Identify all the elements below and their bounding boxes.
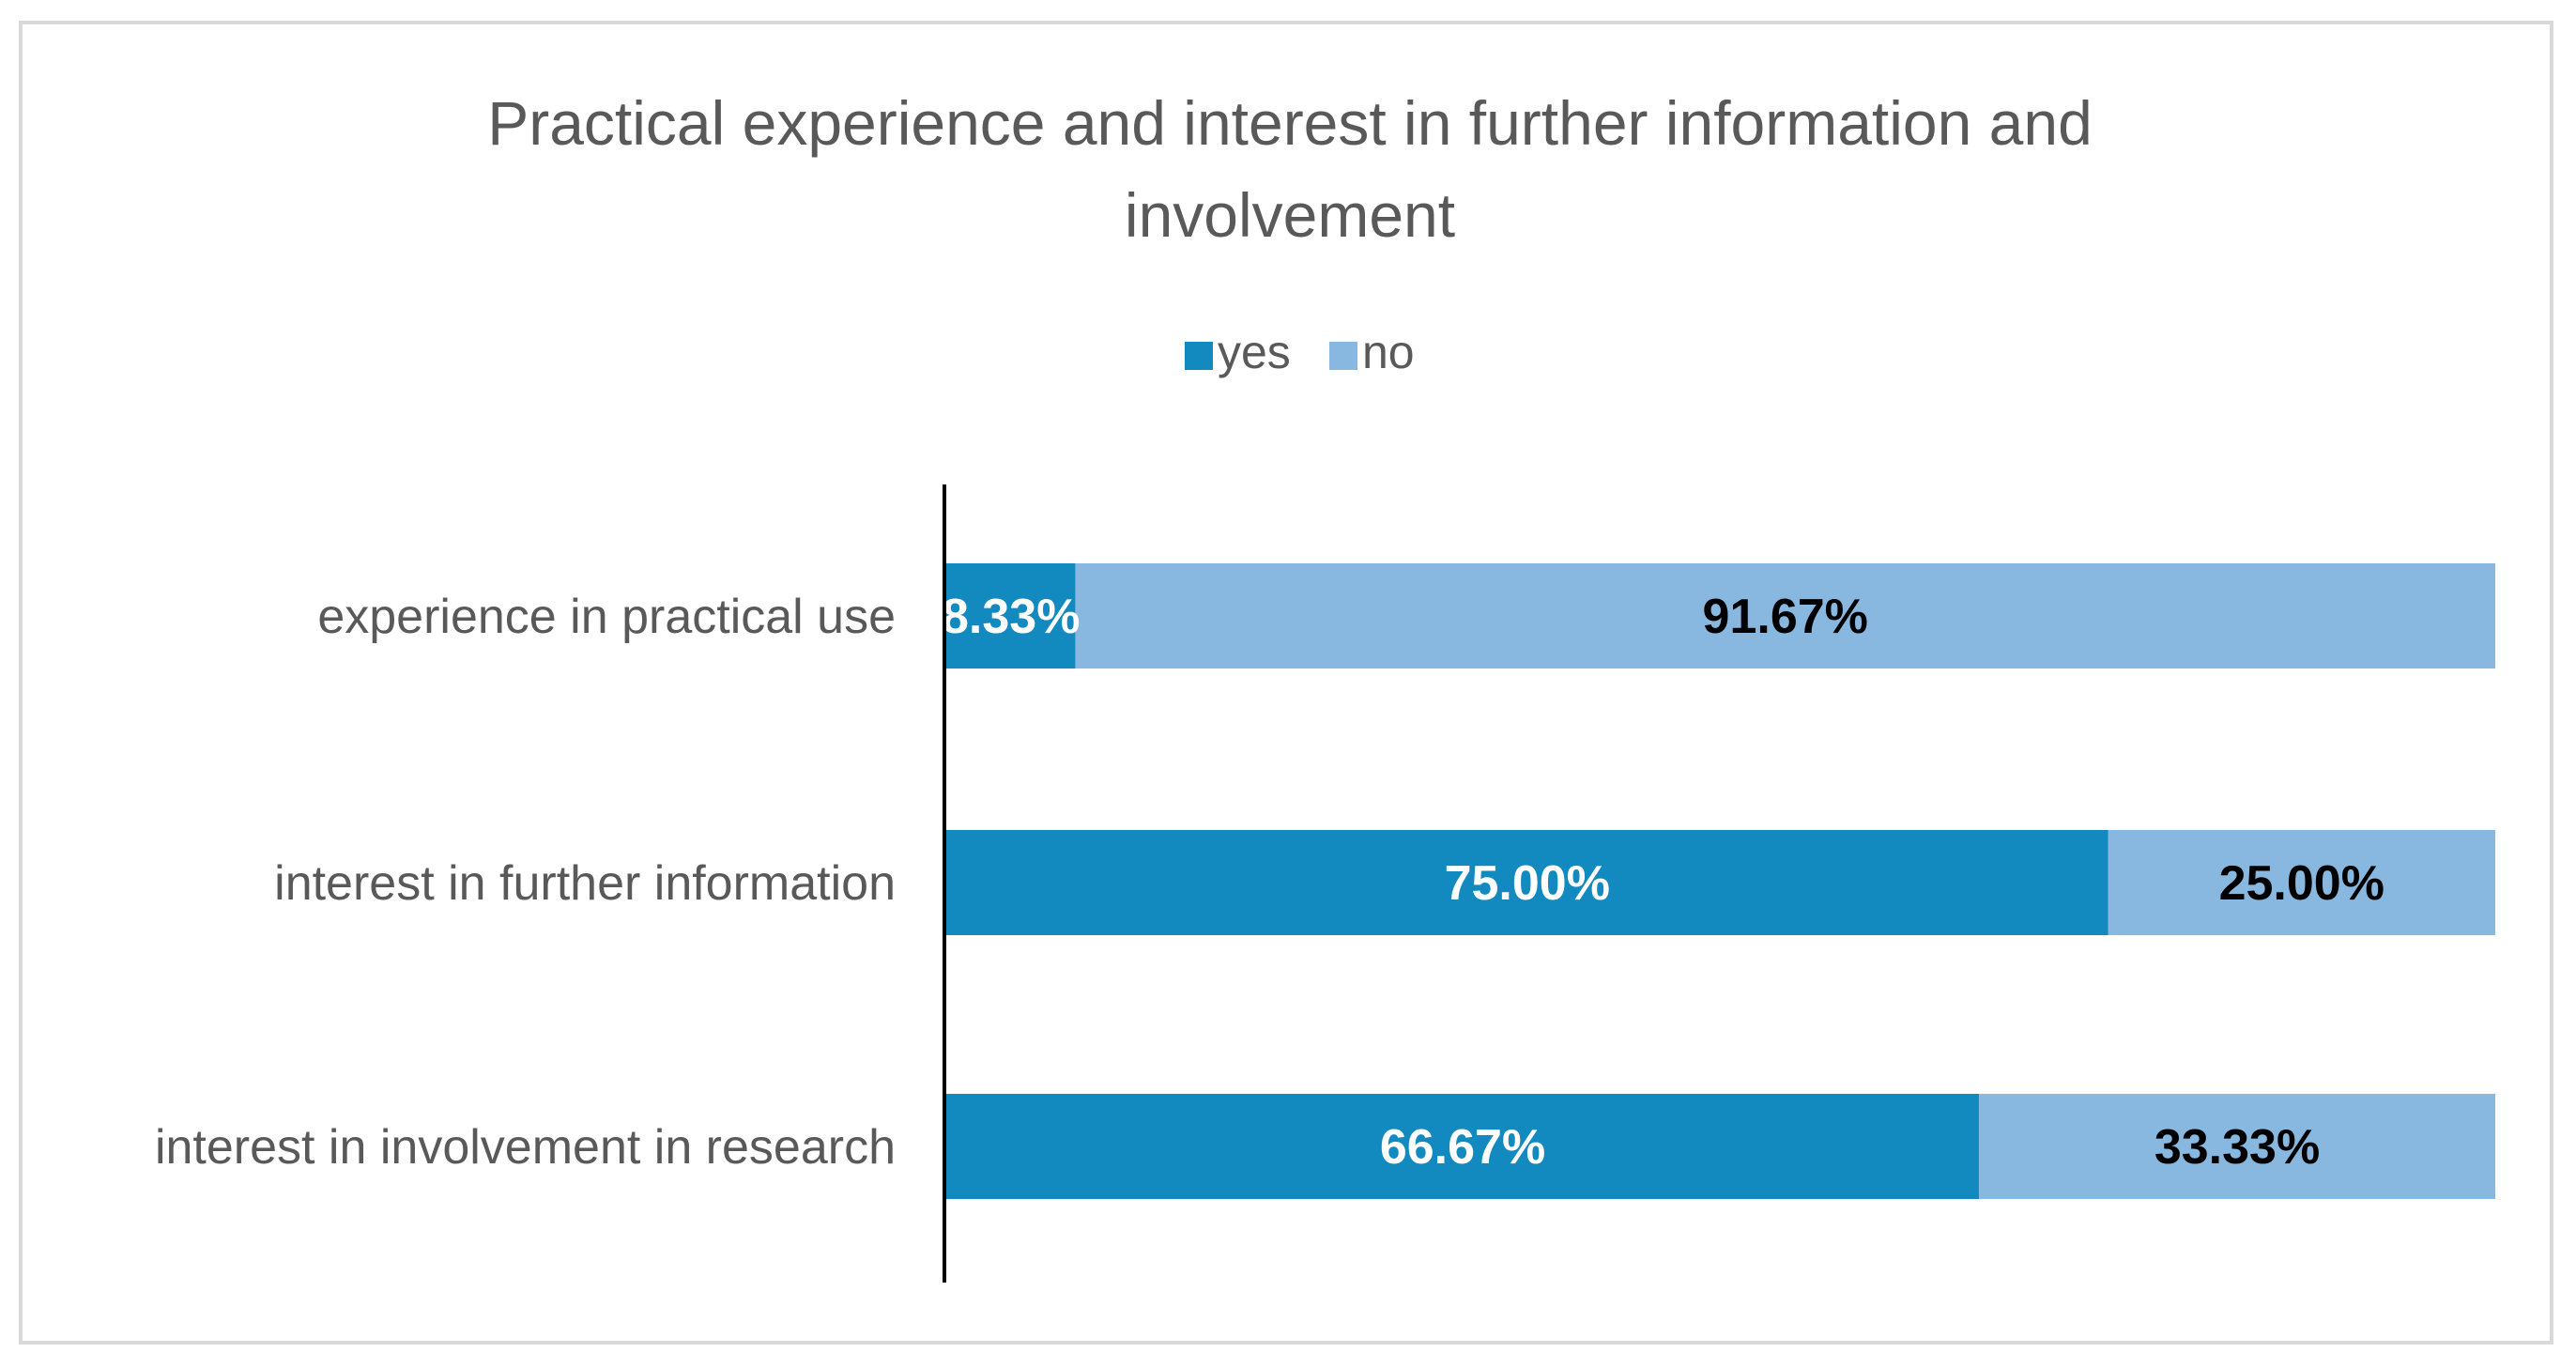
category-label-0: experience in practical use — [317, 590, 896, 644]
chart-frame: Practical experience and interest in fur… — [19, 21, 2553, 1345]
bar-no-2 — [1979, 1094, 2495, 1199]
legend: yes no — [1185, 326, 1415, 378]
chart-title-line-1: Practical experience and interest in fur… — [487, 88, 2093, 158]
data-labels: 8.33% 91.67% 75.00% 25.00% 66.67% 33.33% — [942, 590, 2384, 1175]
data-label-yes-1: 75.00% — [1445, 856, 1610, 911]
data-label-no-2: 33.33% — [2154, 1120, 2320, 1175]
bar-no-0 — [1075, 563, 2495, 669]
data-label-no-0: 91.67% — [1703, 590, 1868, 644]
data-label-no-1: 25.00% — [2219, 856, 2384, 911]
category-label-1: interest in further information — [274, 856, 896, 911]
chart-title: Practical experience and interest in fur… — [487, 88, 2093, 250]
data-label-yes-2: 66.67% — [1380, 1120, 1545, 1175]
data-label-yes-0: 8.33% — [942, 590, 1080, 644]
bar-yes-0 — [946, 563, 1076, 669]
legend-swatch-yes — [1185, 342, 1213, 370]
category-label-2: interest in involvement in research — [155, 1120, 896, 1175]
chart-title-line-2: involvement — [1125, 180, 1455, 250]
bar-yes-1 — [946, 830, 2108, 935]
bars — [946, 563, 2495, 1199]
chart-svg: Practical experience and interest in fur… — [155, 88, 2495, 1283]
legend-label-yes: yes — [1218, 326, 1291, 378]
legend-swatch-no — [1329, 342, 1357, 370]
legend-label-no: no — [1362, 326, 1415, 378]
category-labels: experience in practical use interest in f… — [155, 590, 896, 1175]
bar-yes-2 — [946, 1094, 1980, 1199]
bar-no-1 — [2108, 830, 2495, 935]
